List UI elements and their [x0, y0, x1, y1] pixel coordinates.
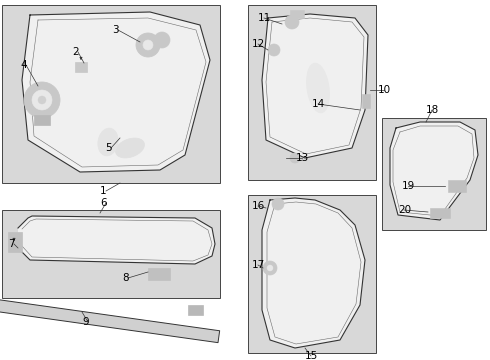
- Text: 3: 3: [112, 25, 119, 35]
- Circle shape: [272, 198, 284, 210]
- Circle shape: [136, 33, 160, 57]
- Polygon shape: [262, 14, 368, 158]
- Text: 2: 2: [72, 47, 78, 57]
- Bar: [448, 180, 466, 192]
- Bar: [2, 210, 220, 298]
- Ellipse shape: [98, 128, 118, 156]
- Text: 18: 18: [426, 105, 439, 115]
- Text: 20: 20: [398, 205, 411, 215]
- Circle shape: [24, 82, 60, 118]
- Text: 4: 4: [20, 60, 26, 70]
- Text: 7: 7: [8, 239, 15, 249]
- Bar: [2, 5, 220, 183]
- Polygon shape: [22, 12, 210, 172]
- Polygon shape: [18, 216, 215, 264]
- Text: 19: 19: [402, 181, 415, 191]
- Circle shape: [263, 261, 277, 275]
- Bar: [362, 94, 370, 108]
- Bar: [290, 10, 304, 18]
- Bar: [75, 62, 87, 72]
- Bar: [188, 305, 203, 315]
- Circle shape: [143, 40, 153, 50]
- Circle shape: [38, 96, 46, 104]
- Text: 16: 16: [252, 201, 265, 211]
- Bar: [148, 268, 170, 280]
- Text: 1: 1: [100, 186, 107, 196]
- Circle shape: [32, 90, 52, 110]
- Text: 15: 15: [305, 351, 318, 360]
- Text: 17: 17: [252, 260, 265, 270]
- Circle shape: [285, 15, 299, 29]
- Circle shape: [267, 265, 273, 271]
- Bar: [8, 232, 22, 252]
- Text: 9: 9: [82, 317, 89, 327]
- Bar: [248, 5, 376, 180]
- Bar: [248, 195, 376, 353]
- Text: 10: 10: [378, 85, 391, 95]
- Circle shape: [154, 32, 170, 48]
- Text: 13: 13: [296, 153, 309, 163]
- Bar: [34, 115, 50, 125]
- Polygon shape: [390, 122, 478, 220]
- Ellipse shape: [307, 63, 329, 113]
- Circle shape: [290, 153, 300, 163]
- Text: 6: 6: [100, 198, 107, 208]
- Bar: [430, 208, 450, 218]
- Bar: [382, 118, 486, 230]
- Text: 11: 11: [258, 13, 271, 23]
- Text: 14: 14: [312, 99, 325, 109]
- Circle shape: [268, 44, 280, 56]
- Text: 8: 8: [122, 273, 128, 283]
- Polygon shape: [262, 198, 365, 348]
- Text: 12: 12: [252, 39, 265, 49]
- Text: 5: 5: [105, 143, 112, 153]
- Ellipse shape: [116, 138, 145, 158]
- Polygon shape: [0, 297, 220, 343]
